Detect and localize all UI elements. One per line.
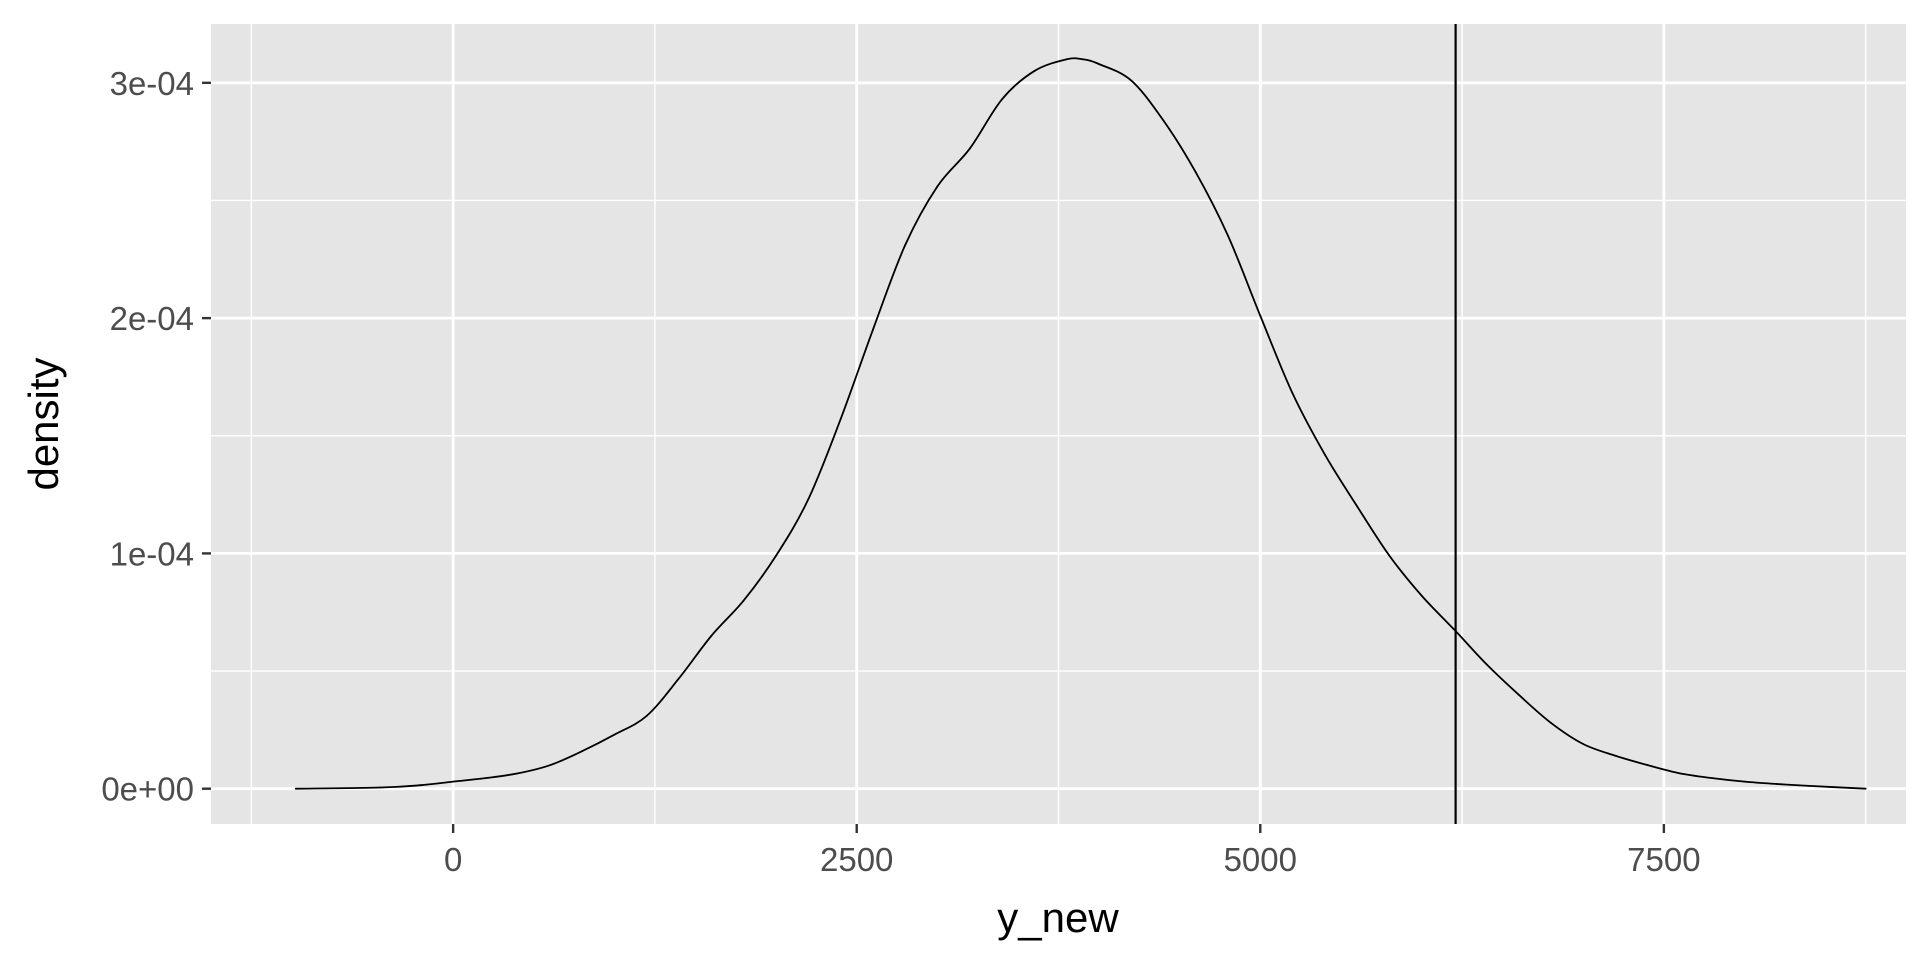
density-point (968, 147, 971, 150)
density-point (1614, 754, 1617, 757)
minor-gridlines (211, 24, 1906, 824)
density-point (1388, 554, 1391, 557)
density-point (1081, 58, 1084, 61)
density-point (294, 787, 297, 790)
density-point (419, 784, 422, 787)
density-point (1864, 787, 1867, 790)
density-point (581, 750, 584, 752)
major-gridlines (211, 24, 1906, 824)
y-tick-label: 3e-04 (110, 65, 194, 102)
density-point (1485, 663, 1488, 665)
density-point (1743, 780, 1746, 783)
y-axis: 0e+00 1e-04 2e-04 3e-04 (101, 65, 211, 808)
x-tick-label: 2500 (820, 841, 893, 878)
density-point (1582, 743, 1585, 745)
density-point (1162, 119, 1165, 122)
density-point (807, 498, 810, 501)
y-tick-label: 0e+00 (101, 771, 194, 808)
density-point (1808, 784, 1811, 787)
density-point (710, 634, 713, 637)
density-point (678, 677, 681, 680)
density-point (904, 244, 907, 247)
density-point (1517, 693, 1520, 696)
y-axis-title: density (20, 357, 67, 490)
density-point (742, 599, 745, 602)
density-point (1711, 777, 1714, 780)
density-point (1130, 79, 1133, 82)
density-point (1033, 70, 1036, 72)
density-point (1227, 234, 1229, 237)
density-point (1194, 171, 1197, 174)
density-point (839, 418, 842, 421)
density-point (1549, 721, 1552, 724)
density-point (1356, 505, 1359, 508)
density-point (452, 780, 455, 783)
x-tick-label: 5000 (1224, 841, 1297, 878)
density-point (1259, 314, 1262, 317)
density-point (1323, 453, 1326, 456)
density-point (1097, 63, 1100, 65)
y-tick-label: 2e-04 (110, 300, 194, 337)
x-tick-label: 7500 (1627, 841, 1700, 878)
density-point (379, 786, 382, 789)
density-point (484, 777, 487, 780)
density-point (516, 772, 519, 775)
density-point (1001, 98, 1003, 101)
density-point (1679, 772, 1681, 775)
density-point (871, 328, 874, 331)
density-point (1420, 594, 1423, 597)
x-axis: 0 2500 5000 7500 (444, 824, 1701, 878)
density-point (1646, 764, 1649, 767)
density-point (775, 554, 777, 557)
density-point (1775, 783, 1778, 785)
density-point (1065, 58, 1068, 61)
x-tick-label: 0 (444, 841, 462, 878)
density-layer (294, 57, 1867, 790)
x-axis-title: y_new (997, 894, 1119, 941)
y-tick-label: 1e-04 (110, 535, 194, 572)
density-point (936, 185, 939, 188)
density-point (613, 733, 616, 736)
density-point (1291, 392, 1294, 395)
density-point (645, 714, 648, 717)
density-point (549, 764, 551, 767)
